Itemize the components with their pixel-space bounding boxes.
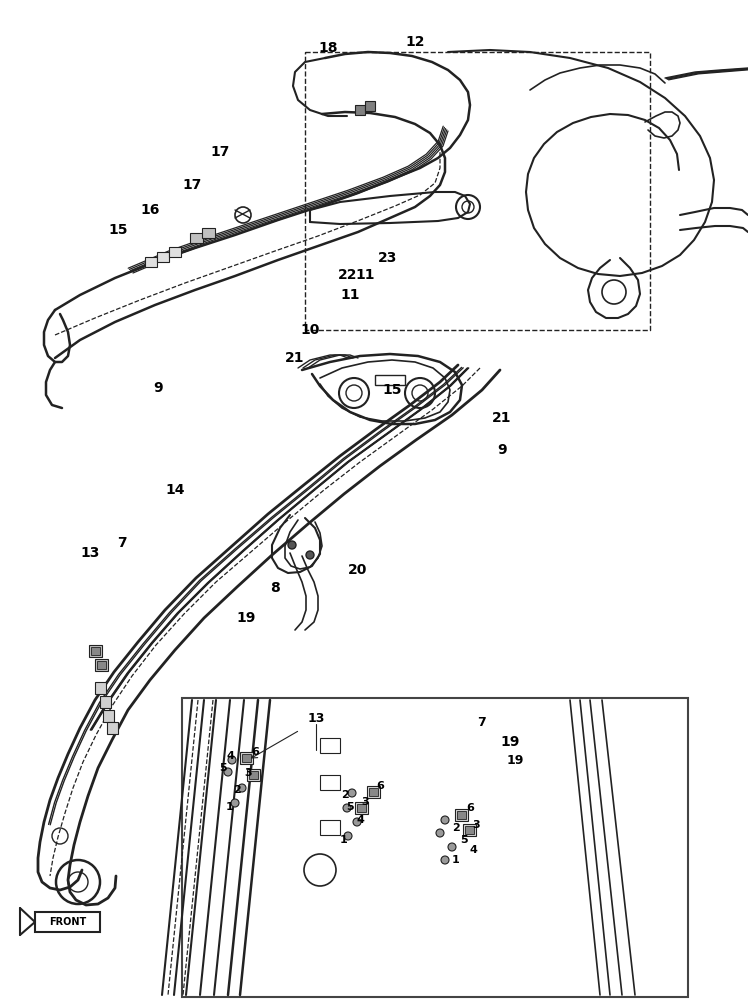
Text: 14: 14 xyxy=(165,483,185,497)
Circle shape xyxy=(306,551,314,559)
Circle shape xyxy=(228,756,236,764)
Text: 7: 7 xyxy=(117,536,127,550)
Text: 9: 9 xyxy=(153,381,163,395)
Text: 1: 1 xyxy=(226,802,234,812)
Text: 4: 4 xyxy=(356,815,364,825)
Polygon shape xyxy=(100,696,111,708)
Polygon shape xyxy=(375,375,405,385)
Circle shape xyxy=(448,843,456,851)
Polygon shape xyxy=(457,811,466,819)
Text: 8: 8 xyxy=(270,581,280,595)
Text: 13: 13 xyxy=(80,546,99,560)
Polygon shape xyxy=(355,802,368,814)
Text: FRONT: FRONT xyxy=(49,917,87,927)
Text: 1: 1 xyxy=(452,855,460,865)
Text: 19: 19 xyxy=(506,754,524,766)
Polygon shape xyxy=(367,786,380,798)
Text: 6: 6 xyxy=(376,781,384,791)
Text: 19: 19 xyxy=(500,735,520,749)
Polygon shape xyxy=(91,647,100,655)
Circle shape xyxy=(441,816,449,824)
Text: 17: 17 xyxy=(183,178,202,192)
Text: 13: 13 xyxy=(307,712,325,724)
Circle shape xyxy=(224,768,232,776)
Polygon shape xyxy=(320,738,340,753)
Text: 16: 16 xyxy=(141,203,159,217)
Circle shape xyxy=(304,854,336,886)
Polygon shape xyxy=(320,775,340,790)
Circle shape xyxy=(235,207,251,223)
Circle shape xyxy=(231,799,239,807)
Polygon shape xyxy=(247,769,260,781)
Polygon shape xyxy=(95,659,108,671)
Text: 11: 11 xyxy=(340,288,360,302)
Polygon shape xyxy=(365,101,375,111)
Polygon shape xyxy=(97,661,106,669)
Circle shape xyxy=(348,789,356,797)
Polygon shape xyxy=(465,826,474,834)
Text: 5: 5 xyxy=(460,835,468,845)
Circle shape xyxy=(343,804,351,812)
Text: 4: 4 xyxy=(469,845,477,855)
Text: 5: 5 xyxy=(219,763,227,773)
Polygon shape xyxy=(455,809,468,821)
Text: 7: 7 xyxy=(478,716,486,728)
Text: 2: 2 xyxy=(452,823,460,833)
Polygon shape xyxy=(190,233,203,243)
Text: 1: 1 xyxy=(340,835,348,845)
Text: 4: 4 xyxy=(226,751,234,761)
Circle shape xyxy=(238,784,246,792)
Polygon shape xyxy=(357,804,366,812)
Text: 22: 22 xyxy=(338,268,358,282)
Text: 3: 3 xyxy=(244,768,252,778)
Polygon shape xyxy=(89,645,102,657)
Polygon shape xyxy=(463,824,476,836)
Text: 20: 20 xyxy=(349,563,368,577)
Text: 21: 21 xyxy=(285,351,304,365)
Text: 21: 21 xyxy=(492,411,512,425)
Polygon shape xyxy=(249,771,258,779)
Text: 5: 5 xyxy=(346,802,354,812)
Text: 12: 12 xyxy=(405,35,425,49)
Text: 2: 2 xyxy=(233,785,241,795)
Text: 23: 23 xyxy=(378,251,398,265)
Text: 19: 19 xyxy=(236,611,256,625)
Polygon shape xyxy=(157,252,169,262)
Polygon shape xyxy=(145,257,157,267)
Circle shape xyxy=(288,541,296,549)
Text: 17: 17 xyxy=(210,145,230,159)
Polygon shape xyxy=(320,820,340,835)
Polygon shape xyxy=(169,247,181,257)
Polygon shape xyxy=(240,752,253,764)
Bar xyxy=(182,698,688,997)
Circle shape xyxy=(436,829,444,837)
Polygon shape xyxy=(35,912,100,932)
Circle shape xyxy=(353,818,361,826)
Text: 15: 15 xyxy=(108,223,128,237)
Text: 9: 9 xyxy=(497,443,507,457)
Polygon shape xyxy=(95,682,106,694)
Polygon shape xyxy=(107,722,118,734)
Circle shape xyxy=(344,832,352,840)
Text: 15: 15 xyxy=(382,383,402,397)
Polygon shape xyxy=(202,228,215,238)
Polygon shape xyxy=(369,788,378,796)
Text: 3: 3 xyxy=(472,820,479,830)
Polygon shape xyxy=(355,105,365,115)
Text: 18: 18 xyxy=(318,41,338,55)
Text: 11: 11 xyxy=(355,268,375,282)
Polygon shape xyxy=(242,754,251,762)
Text: 3: 3 xyxy=(361,797,369,807)
Text: 2: 2 xyxy=(341,790,349,800)
Text: 10: 10 xyxy=(300,323,319,337)
Text: 6: 6 xyxy=(466,803,474,813)
Circle shape xyxy=(441,856,449,864)
Text: 6: 6 xyxy=(251,747,259,757)
Polygon shape xyxy=(103,710,114,722)
